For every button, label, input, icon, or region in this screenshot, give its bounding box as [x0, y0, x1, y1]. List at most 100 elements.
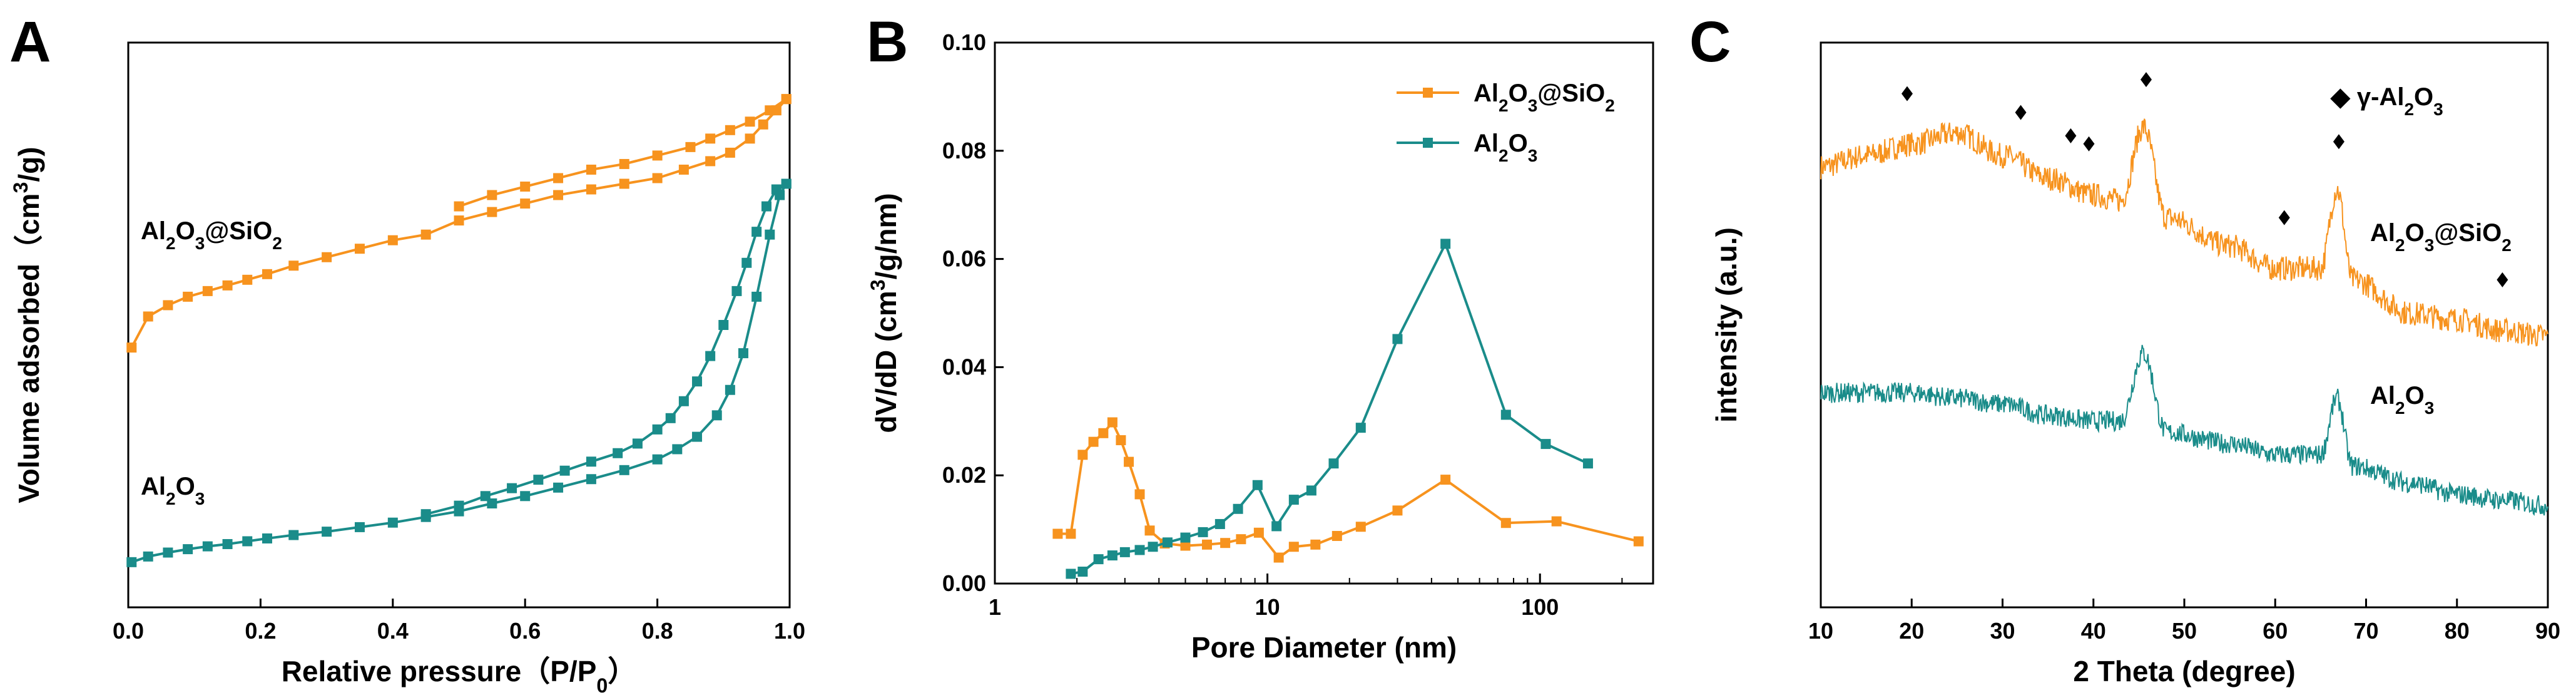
panel-b-label: B: [867, 10, 908, 74]
panel-c-ylabel: intensity (a.u.): [1710, 227, 1743, 423]
panel-c-xtick-label: 90: [2535, 618, 2560, 644]
panel-c-label-al2o3: Al2O3: [2370, 382, 2434, 418]
panel-b-point: [1180, 540, 1191, 551]
panel-b: B 1 10 100 0.00 0.02 0.04 0.06 0.08 0.10 Pore Diam…: [867, 10, 1654, 664]
panel-b-point: [1144, 525, 1155, 536]
panel-c-xtick-label: 10: [1808, 618, 1833, 644]
panel-a-point: [520, 491, 531, 502]
panel-a-point: [761, 201, 772, 212]
panel-b-point: [1107, 550, 1117, 561]
panel-a-point: [520, 198, 531, 209]
panel-b-point: [1220, 538, 1231, 548]
panel-b-point: [1134, 489, 1145, 500]
panel-b-ytick-label: 0.00: [942, 570, 986, 596]
panel-b-legend-marker: [1423, 88, 1433, 98]
panel-b-point: [1582, 458, 1593, 469]
panel-c-xtick-label: 50: [2172, 618, 2197, 644]
panel-a-point: [202, 286, 213, 296]
panel-b-point: [1119, 547, 1130, 557]
panel-b-point: [1107, 417, 1117, 428]
panel-a-point: [553, 173, 564, 183]
panel-b-point: [1355, 423, 1366, 433]
panel-b-frame: [994, 41, 1654, 585]
panel-a-xtick-label: 0.8: [642, 618, 673, 644]
panel-a-point: [619, 178, 629, 189]
panel-b-point: [1392, 505, 1403, 516]
panel-a-point: [520, 182, 531, 192]
panel-b-legend-label: Al2O3@SiO2: [1474, 80, 1615, 115]
panel-b-point: [1093, 554, 1104, 565]
panel-a: A 0.0 0.2 0.4 0.6 0.8 1.0 Relative pressure（P/P…: [9, 10, 805, 695]
panel-a-point: [652, 173, 663, 183]
panel-a-point: [718, 320, 729, 330]
panel-a-point: [126, 557, 137, 567]
panel-b-point: [1440, 475, 1451, 485]
panel-a-point: [705, 351, 716, 361]
panel-a-point: [586, 456, 596, 467]
panel-b-point: [1052, 528, 1063, 539]
panel-b-point: [1551, 516, 1562, 527]
panel-b-point: [1066, 528, 1076, 539]
panel-a-point: [765, 105, 775, 116]
panel-a-point: [420, 509, 431, 520]
panel-a-point: [533, 475, 544, 485]
panel-a-point: [705, 133, 716, 144]
panel-b-point: [1252, 480, 1263, 490]
panel-c-label: C: [1689, 10, 1731, 74]
panel-b-point: [1440, 239, 1451, 249]
panel-b-point: [1331, 530, 1342, 541]
panel-a-point: [586, 164, 596, 175]
panel-a-point: [692, 376, 703, 387]
panel-a-point: [507, 483, 517, 493]
panel-b-ytick-label: 0.06: [942, 246, 986, 272]
panel-a-ylabel: Volume adsorbed（cm3/g): [9, 147, 45, 503]
panel-c-legend-note: ◆ γ-Al2O3: [2330, 83, 2443, 119]
panel-a-frame: [127, 41, 791, 609]
panel-b-point: [1077, 566, 1088, 577]
panel-a-series-line: [425, 182, 787, 516]
panel-c-xtick-label: 80: [2445, 618, 2470, 644]
panel-b-point: [1253, 527, 1264, 538]
panel-a-annotation-al2o3-sio2: Al2O3@SiO2: [141, 217, 282, 253]
panel-c-phase-marker: [1901, 86, 1913, 101]
panel-a-point: [288, 530, 299, 540]
panel-b-ytick-label: 0.08: [942, 138, 986, 163]
panel-b-point: [1162, 537, 1173, 548]
panel-b-point: [1288, 542, 1299, 552]
panel-a-point: [487, 207, 497, 217]
panel-b-point: [1355, 522, 1366, 532]
panel-a-point: [480, 491, 491, 502]
panel-b-point: [1124, 456, 1134, 467]
panel-a-point: [725, 147, 735, 158]
panel-b-point: [1201, 539, 1212, 550]
panel-b-point: [1088, 436, 1099, 447]
panel-b-point: [1540, 439, 1551, 450]
panel-a-point: [705, 156, 716, 167]
panel-a-point: [354, 244, 365, 254]
panel-b-point: [1198, 527, 1208, 537]
panel-a-point: [665, 413, 676, 423]
panel-a-point: [183, 544, 193, 555]
panel-b-ylabel: dV/dD (cm3/g/nm): [867, 193, 902, 433]
panel-a-point: [619, 158, 629, 169]
panel-a-point: [202, 541, 213, 552]
panel-b-xtick-label: 100: [1521, 594, 1559, 620]
panel-a-point: [619, 465, 629, 475]
panel-b-point: [1116, 435, 1126, 446]
panel-a-point: [559, 465, 570, 476]
panel-b-point: [1392, 334, 1403, 344]
panel-c-xrd-trace: [1820, 118, 2548, 347]
panel-a-point: [741, 257, 752, 268]
panel-c-phase-marker: [2278, 210, 2290, 225]
panel-a-point: [322, 252, 332, 262]
panel-a-point: [387, 517, 398, 528]
panel-a-point: [163, 300, 173, 311]
panel-b-point: [1134, 545, 1145, 555]
panel-b-point: [1633, 536, 1644, 547]
panel-a-point: [685, 142, 696, 152]
panel-a-point: [652, 454, 663, 465]
panel-a-point: [652, 150, 663, 161]
panel-a-xtick-label: 0.4: [377, 618, 409, 644]
panel-c-phase-marker: [2015, 105, 2027, 120]
panel-b-point: [1233, 503, 1243, 514]
